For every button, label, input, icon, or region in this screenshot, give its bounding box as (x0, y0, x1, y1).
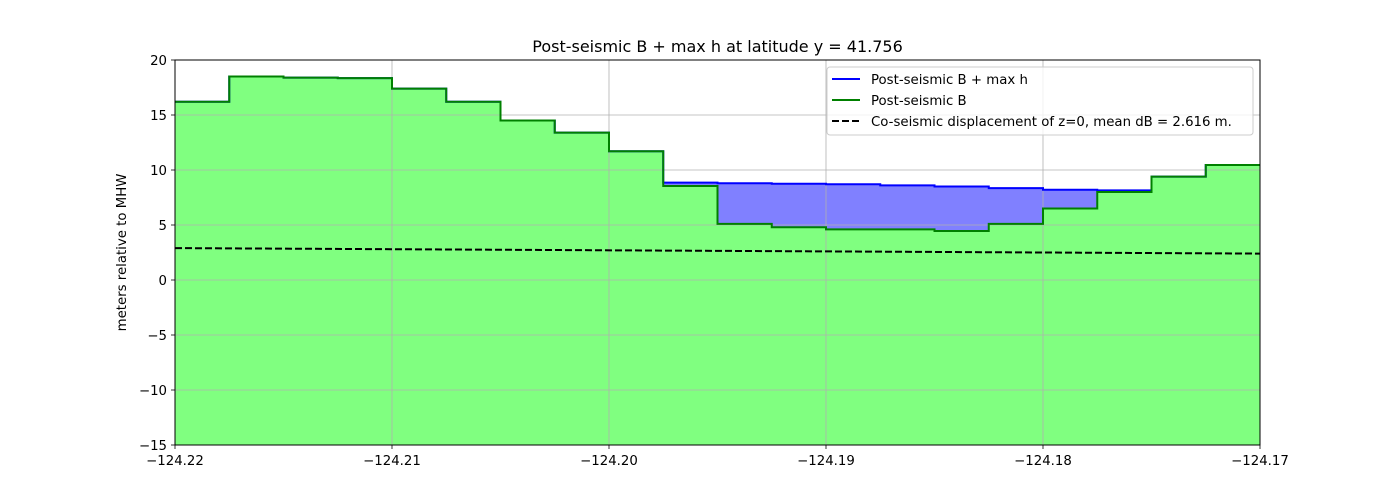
x-tick-label: −124.19 (797, 454, 855, 469)
legend-label: Post-seismic B (871, 94, 967, 109)
y-tick-label: −15 (139, 439, 167, 454)
line-coseismic-displacement (174, 247, 1261, 255)
y-tick-label: 10 (150, 164, 167, 179)
y-tick-label: −10 (139, 384, 167, 399)
x-tick-label: −124.22 (146, 454, 204, 469)
x-tick-label: −124.20 (580, 454, 638, 469)
y-tick-label: 5 (159, 219, 167, 234)
x-tick-label: −124.17 (1231, 454, 1289, 469)
y-tick-label: 0 (159, 274, 167, 289)
legend-box (826, 66, 1254, 136)
plot-frame (174, 59, 1261, 446)
area-fill-bmax (175, 76, 1260, 232)
area-fills (175, 76, 1260, 445)
legend: Post-seismic B + max h Post-seismic B Co-s… (826, 66, 1254, 136)
series-lines (174, 75, 1261, 255)
chart-title: Post-seismic B + max h at latitude y = 4… (532, 37, 903, 56)
line-post-seismic-b (175, 75, 1260, 233)
y-tick-label: −5 (147, 329, 167, 344)
legend-label: Co-seismic displacement of z=0, mean dB … (871, 115, 1232, 130)
y-tick-label: 15 (150, 109, 167, 124)
axis-ticks: −124.22 −124.21 −124.20 −124.19 −124.18 −124.… (139, 54, 1289, 469)
y-axis-label: meters relative to MHW (115, 174, 130, 332)
x-tick-label: −124.18 (1014, 454, 1072, 469)
x-tick-label: −124.21 (363, 454, 421, 469)
y-tick-label: 20 (150, 54, 167, 69)
area-fill-post-seismic-b (175, 76, 1260, 445)
legend-label: Post-seismic B + max h (871, 73, 1028, 88)
